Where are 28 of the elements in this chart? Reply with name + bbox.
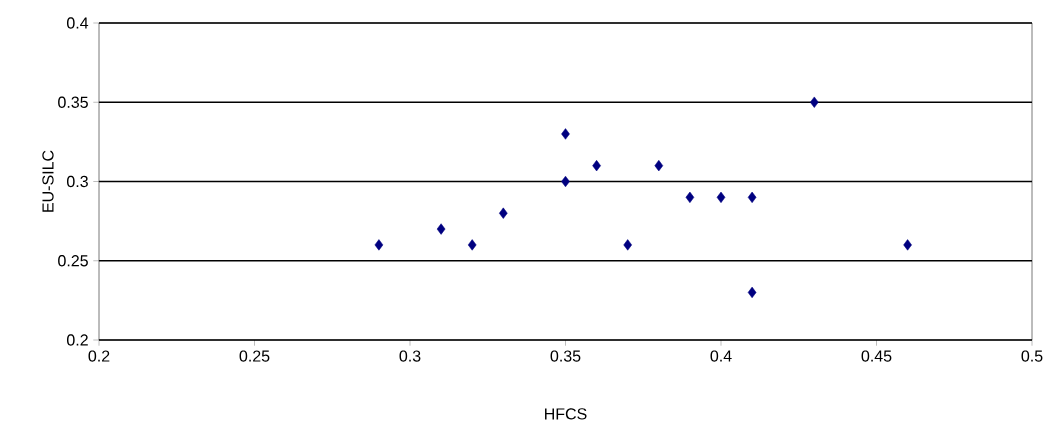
point [561, 128, 570, 140]
point [467, 239, 477, 251]
point [436, 223, 446, 235]
point [499, 207, 508, 219]
y-tick-label: 0.25 [58, 255, 88, 267]
x-tick-label: 0.3 [399, 350, 421, 362]
y-tick-label: 0.3 [66, 175, 88, 188]
x-axis-title: HFCS [545, 408, 587, 420]
x-tick-label: 0.25 [239, 350, 270, 362]
x-tick-label: 0.5 [1021, 350, 1043, 362]
x-tick-label: 0.2 [88, 350, 110, 362]
point [374, 239, 384, 251]
y-axis-title: EU-SILC [42, 150, 54, 212]
x-tick-label: 0.35 [550, 350, 581, 362]
point [716, 191, 726, 203]
x-tick-label: 0.4 [710, 350, 732, 362]
point [623, 239, 632, 251]
point [747, 191, 757, 203]
x-tick-label: 0.45 [861, 350, 892, 362]
y-tick-label: 0.35 [58, 96, 88, 108]
point [592, 160, 601, 172]
point [654, 160, 664, 172]
y-tick-label: 0.2 [66, 334, 88, 346]
point [810, 96, 819, 108]
point [747, 286, 757, 299]
point [903, 239, 912, 251]
y-tick-label: 0.4 [66, 17, 89, 29]
point [685, 191, 695, 203]
